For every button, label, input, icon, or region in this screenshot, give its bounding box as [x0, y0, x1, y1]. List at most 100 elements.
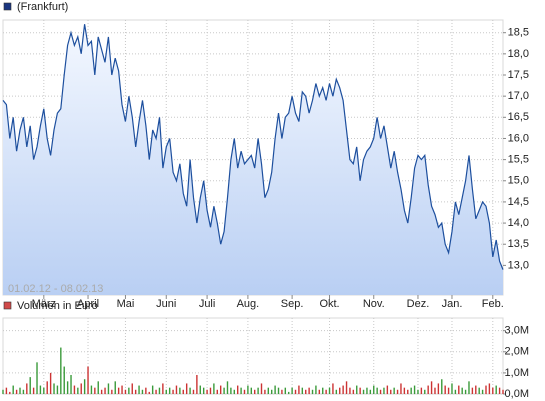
volume-bar	[318, 389, 321, 394]
y-tick-label: 15,0	[508, 175, 529, 187]
volume-bar	[199, 385, 201, 394]
volume-bar	[185, 383, 188, 394]
volume-bar	[301, 387, 304, 394]
volume-bar	[471, 387, 474, 394]
volume-bar	[492, 387, 494, 394]
volume-bar	[322, 387, 324, 394]
volume-bar	[488, 383, 491, 394]
y-tick-label: 18,5	[508, 27, 529, 39]
volume-bar	[226, 381, 229, 394]
volume-bar	[311, 389, 314, 394]
y-tick-label: 0,0M	[505, 388, 529, 400]
legend-swatch	[3, 2, 12, 11]
volume-bar	[281, 389, 283, 394]
volume-bar	[5, 387, 8, 394]
x-tick-label: Juni	[156, 298, 176, 310]
y-tick-label: 3,0M	[505, 325, 529, 337]
volume-bar	[454, 389, 457, 394]
volume-bar	[390, 389, 392, 394]
volume-bar	[413, 385, 416, 394]
volume-bar	[243, 389, 246, 394]
volume-bar	[117, 387, 120, 394]
volume-bar	[2, 389, 4, 394]
volume-bar	[315, 385, 317, 394]
volume-bar	[271, 389, 273, 394]
volume-bar	[478, 387, 480, 394]
volume-bar	[114, 381, 116, 394]
volume-bar	[148, 391, 150, 394]
volume-bar	[63, 366, 65, 394]
volume-bar	[284, 387, 287, 394]
volume-bar	[158, 387, 161, 394]
volume-bar	[359, 387, 361, 394]
volume-bar	[250, 387, 252, 394]
volume-bar	[498, 387, 501, 394]
volume-bar	[356, 385, 358, 394]
volume-bar	[131, 383, 133, 394]
volume-bar	[481, 389, 484, 394]
price-area	[3, 24, 503, 295]
volume-bar	[94, 387, 96, 394]
volume-bar	[39, 385, 42, 394]
volume-bar	[172, 389, 174, 394]
volume-bar	[107, 383, 110, 394]
volume-bar	[461, 387, 463, 394]
volume-bar	[196, 375, 198, 394]
volume-bar	[325, 389, 327, 394]
volume-bar	[32, 387, 35, 394]
x-tick-label: Jan.	[442, 298, 463, 310]
x-tick-label: Juli	[199, 298, 216, 310]
volume-bar	[240, 387, 242, 394]
y-tick-label: 16,0	[508, 132, 529, 144]
volume-bar	[424, 389, 426, 394]
price-line	[2, 24, 504, 270]
x-tick-label: April	[77, 298, 99, 310]
volume-bar	[46, 381, 48, 394]
volume-bar	[49, 372, 52, 394]
volume-bar	[73, 385, 76, 394]
volume-bar	[29, 377, 31, 394]
volume-bar	[369, 389, 372, 394]
volume-bar	[464, 389, 467, 394]
volume-bar	[43, 387, 45, 394]
volume-bar	[189, 387, 191, 394]
volume-bar	[36, 362, 38, 394]
volume-bar	[468, 381, 470, 394]
volume-bar	[447, 387, 450, 394]
volume-bar	[104, 387, 106, 394]
volume-bar	[22, 389, 25, 394]
volume-bar	[458, 385, 460, 394]
y-tick-label: 2,0M	[505, 346, 529, 358]
volume-bar	[260, 383, 263, 394]
volume-bar	[294, 389, 297, 394]
volume-bar	[53, 383, 55, 394]
y-tick-label: 15,5	[508, 154, 529, 166]
volume-bar	[247, 385, 249, 394]
volume-bar	[396, 389, 399, 394]
volume-bar	[335, 389, 338, 394]
volume-bar	[393, 387, 395, 394]
x-tick-label: Sep.	[281, 298, 304, 310]
x-tick-label: Dez.	[407, 298, 430, 310]
volume-bar	[182, 389, 184, 394]
y-tick-label: 14,5	[508, 196, 529, 208]
volume-bar	[216, 389, 218, 394]
volume-bar	[379, 389, 382, 394]
volume-bar	[209, 387, 212, 394]
volume-bar	[373, 385, 375, 394]
volume-bar	[403, 387, 406, 394]
volume-bar	[162, 383, 164, 394]
volume-bar	[298, 385, 300, 394]
y-tick-label: 13,0	[508, 259, 529, 271]
volume-bar	[206, 389, 208, 394]
volume-bar	[434, 387, 436, 394]
volume-bar	[83, 379, 86, 394]
volume-bar	[451, 383, 453, 394]
volume-bar	[19, 387, 21, 394]
volume-bar	[420, 387, 423, 394]
volume-bar	[475, 385, 477, 394]
volume-bar	[179, 387, 181, 394]
volume-bar	[386, 385, 389, 394]
volume-bar	[342, 385, 344, 394]
